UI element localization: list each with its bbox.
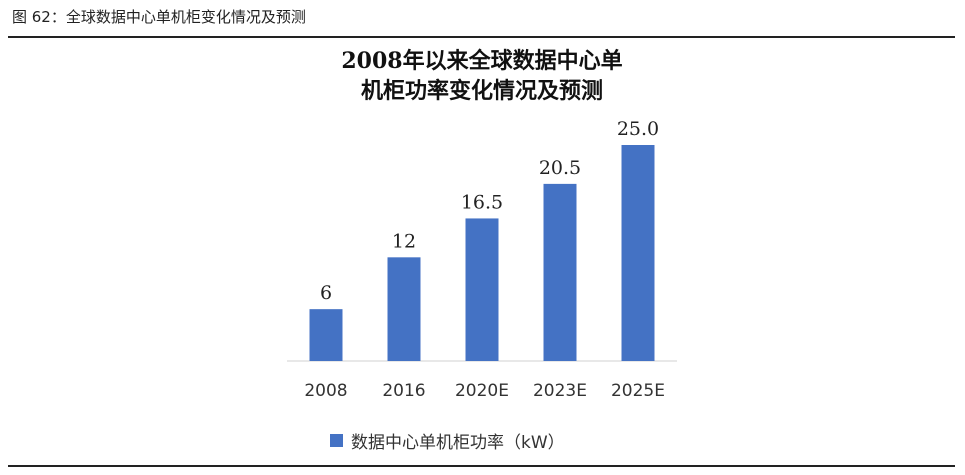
- data-label-2020E: 16.5: [461, 191, 503, 213]
- data-label-2023E: 20.5: [539, 157, 581, 179]
- data-label-2025E: 25.0: [617, 118, 659, 140]
- x-tick-label-2016: 2016: [382, 381, 425, 401]
- chart-title: 2008年以来全球数据中心单 机柜功率变化情况及预测: [290, 46, 674, 106]
- bar-2025E: [621, 145, 655, 361]
- x-tick-label-2008: 2008: [304, 381, 347, 401]
- x-tick-label-2025E: 2025E: [611, 381, 665, 401]
- x-tick-label-2020E: 2020E: [455, 381, 509, 401]
- bar-2020E: [465, 218, 499, 361]
- figure-caption: 图 62：全球数据中心单机柜变化情况及预测: [12, 8, 306, 26]
- x-tick-label-2023E: 2023E: [533, 381, 587, 401]
- legend-label: 数据中心单机柜功率（kW）: [351, 433, 565, 453]
- bar-2023E: [543, 183, 577, 361]
- bar-2008: [309, 309, 343, 361]
- bar-2016: [387, 257, 421, 361]
- data-label-2016: 12: [392, 230, 416, 252]
- data-label-2008: 6: [320, 282, 332, 304]
- legend-swatch: [330, 434, 343, 447]
- legend: 数据中心单机柜功率（kW）: [330, 428, 565, 453]
- chart-title-line-1: 2008年以来全球数据中心单: [341, 48, 623, 74]
- bottom-rule: [8, 465, 955, 467]
- top-rule: [8, 36, 955, 38]
- chart-title-line-2: 机柜功率变化情况及预测: [360, 78, 603, 104]
